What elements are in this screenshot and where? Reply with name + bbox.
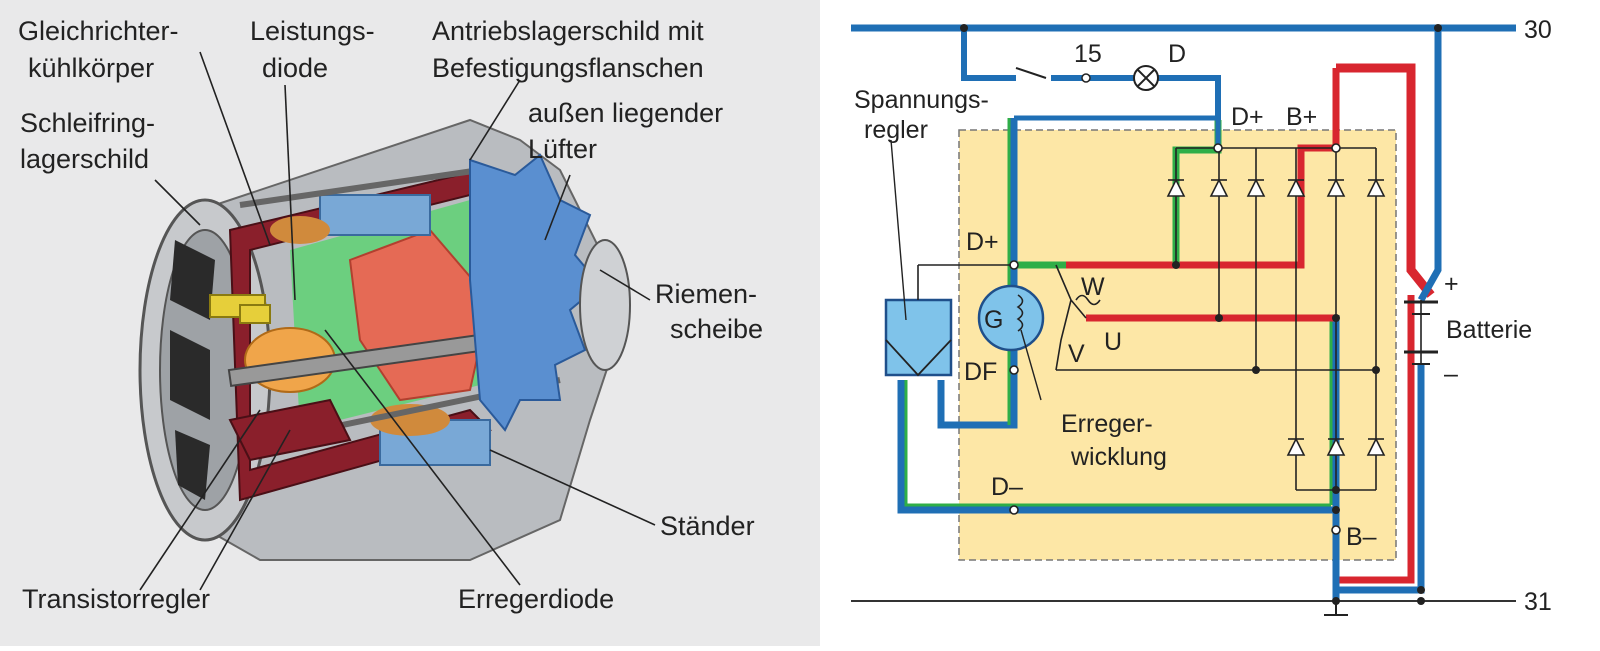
label-power-diode-2: diode (262, 53, 328, 83)
label-w: W (1081, 273, 1105, 301)
label-exciter-winding-1: Erreger- (1061, 410, 1153, 438)
label-transistor-regulator: Transistorregler (22, 584, 210, 614)
voltage-regulator-box (884, 298, 953, 377)
label-df: DF (964, 358, 997, 386)
alternator-illustration: Gleichrichter- kühlkörper Leistungs- dio… (18, 16, 763, 614)
label-u: U (1104, 328, 1122, 356)
label-lamp-d: D (1168, 40, 1186, 68)
label-drive-end-shield-1: Antriebslagerschild mit (432, 16, 704, 46)
label-stator: Ständer (660, 511, 755, 541)
label-battery-minus: – (1444, 360, 1458, 388)
label-external-fan-1: außen liegender (528, 98, 723, 128)
label-v: V (1068, 340, 1085, 368)
label-b-minus: B– (1346, 523, 1377, 551)
label-g: G (984, 306, 1003, 334)
label-slip-ring-shield-1: Schleifring- (20, 108, 155, 138)
label-pulley-2: scheibe (670, 314, 763, 344)
label-d-plus-reg: D+ (966, 228, 999, 256)
label-external-fan-2: Lüfter (528, 134, 597, 164)
label-power-diode-1: Leistungs- (250, 16, 375, 46)
label-d-plus-top: D+ (1231, 103, 1264, 131)
label-terminal-15: 15 (1074, 40, 1102, 68)
label-drive-end-shield-2: Befestigungsflanschen (432, 53, 704, 83)
label-pulley-1: Riemen- (655, 279, 757, 309)
label-terminal-30: 30 (1524, 16, 1552, 44)
label-terminal-31: 31 (1524, 588, 1552, 616)
label-d-minus: D– (991, 473, 1023, 501)
label-b-plus: B+ (1286, 103, 1317, 131)
label-slip-ring-shield-2: lagerschild (20, 144, 149, 174)
label-battery: Batterie (1446, 316, 1532, 344)
label-regulator-1: Spannungs- (854, 86, 989, 114)
circuit-diagram-panel: 30 31 15 D Spannungs- regler D+ B+ D+ DF… (846, 0, 1600, 646)
label-exciter-diode: Erregerdiode (458, 584, 614, 614)
alternator-cutaway-panel: Gleichrichter- kühlkörper Leistungs- dio… (0, 0, 820, 646)
label-regulator-2: regler (864, 116, 928, 144)
label-rectifier-heatsink-2: kühlkörper (28, 53, 154, 83)
generator-symbol (977, 284, 1045, 352)
alternator-circuit-diagram: 30 31 15 D Spannungs- regler D+ B+ D+ DF… (851, 16, 1552, 616)
label-battery-plus: + (1444, 270, 1459, 298)
label-exciter-winding-2: wicklung (1070, 443, 1167, 471)
label-rectifier-heatsink-1: Gleichrichter- (18, 16, 179, 46)
